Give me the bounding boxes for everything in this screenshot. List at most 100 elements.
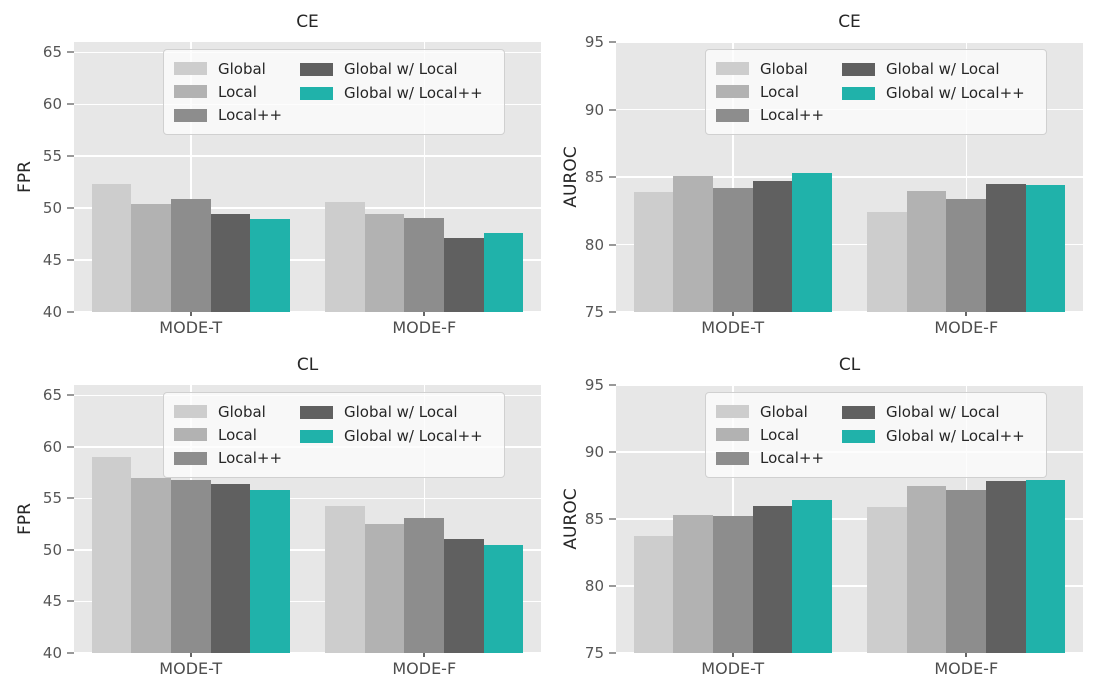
legend-entry-global: Global [716,57,824,80]
legend-entry-localpp: Local++ [716,447,824,470]
legend-label: Global [218,59,266,78]
bar-global-w-localpp-mode-f [483,544,524,653]
gridline [616,176,1083,178]
bar-global-w-localpp-mode-t [792,172,832,312]
gridline [965,42,967,312]
y-tick-label: 55 [42,489,62,508]
y-tick-label: 80 [584,577,604,595]
y-tick-mark [609,585,616,587]
chart-ce-auroc: CE AUROC Global Local Local++ Global w/ Loc… [550,0,1100,350]
legend-label: Local [760,82,799,101]
chart-title: CL [838,355,861,375]
y-tick-mark [609,518,616,520]
legend-swatch [716,62,749,76]
legend-entry-global-w-localpp: Global w/ Local++ [842,424,1025,448]
y-tick-label: 90 [584,100,604,119]
y-tick-mark [609,652,616,654]
x-tick-mark [965,312,968,316]
bar-local-mode-f [364,524,405,653]
x-tick-mark [731,312,734,316]
legend-entry-global: Global [174,400,282,423]
gridline [616,652,1083,653]
x-category-label-mode-f: MODE-F [934,659,999,678]
legend-column: Global Local Local++ [716,57,824,127]
gridline [616,385,1083,386]
legend-swatch [174,108,207,122]
legend-swatch [300,62,334,76]
bar-global-w-local-mode-f [444,238,484,312]
bar-global-w-local-mode-t [210,214,251,312]
y-tick-mark [67,600,74,603]
legend-column: Global w/ Local Global w/ Local++ [300,400,483,470]
legend-label: Global w/ Local++ [344,427,483,445]
chart-title: CL [296,355,319,375]
x-category-label-mode-f: MODE-F [392,659,457,678]
legend-swatch [300,405,334,419]
y-tick-label: 65 [42,43,62,62]
x-category-label-mode-f: MODE-F [392,318,457,337]
y-tick-label: 40 [42,303,62,321]
legend-swatch [716,428,749,442]
legend-swatch [174,451,207,465]
y-tick-mark [609,108,616,111]
legend-swatch [300,86,334,100]
x-category-label-mode-t: MODE-T [159,318,223,337]
bar-global-w-local-mode-f [444,538,484,653]
y-tick-mark [67,394,74,397]
bar-global-w-localpp-mode-f [1025,480,1066,653]
bar-localpp-mode-t [712,516,753,653]
chart-title: CE [296,12,319,32]
legend-swatch [174,85,207,99]
x-category-label-mode-f: MODE-F [934,318,999,337]
bar-global-w-localpp-mode-t [250,218,290,312]
legend-entry-local: Local [716,423,824,446]
legend-label: Global w/ Local++ [886,427,1025,445]
legend-column: Global Local Local++ [174,400,282,470]
gridline [74,155,541,157]
chart-title: CE [838,12,861,32]
y-tick-mark [67,103,74,106]
legend-entry-global: Global [174,57,282,80]
legend-label: Global w/ Local [344,403,458,421]
y-tick-mark [67,445,74,448]
legend-entry-global-w-local: Global w/ Local [300,400,483,424]
bar-global-w-localpp-mode-t [792,500,832,653]
legend-swatch [300,429,334,443]
legend-entry-localpp: Local++ [174,104,282,127]
gridline [74,207,541,209]
legend-label: Global w/ Local [344,60,458,78]
bar-global-mode-f [325,201,365,312]
bar-global-mode-f [867,212,907,312]
bar-localpp-mode-f [404,217,445,312]
bar-global-w-localpp-mode-f [483,233,524,312]
y-tick-label: 90 [584,443,604,461]
legend-swatch [174,428,207,442]
legend-column: Global Local Local++ [716,400,824,470]
bar-localpp-mode-f [404,517,445,653]
legend-label: Local++ [760,449,825,468]
gridline [616,311,1083,312]
bar-localpp-mode-t [170,198,211,312]
x-tick-mark [189,653,192,657]
y-tick-label: 75 [584,644,604,662]
chart-ce-fpr: CE FPR Global Local Local++ Global w/ Local… [0,0,550,350]
y-tick-mark [67,259,74,262]
bar-localpp-mode-f [946,489,987,653]
legend-label: Local [760,425,799,444]
legend-swatch [716,85,749,99]
gridline [74,311,541,312]
legend-entry-localpp: Local++ [716,104,824,127]
gridline [616,243,1083,246]
bar-localpp-mode-f [946,198,987,312]
y-tick-mark [67,548,74,551]
legend-swatch [174,62,207,76]
bar-global-w-localpp-mode-t [250,490,290,653]
y-tick-mark [609,311,616,313]
y-tick-mark [67,497,74,500]
bar-global-w-local-mode-t [210,483,251,653]
bar-global-w-local-mode-f [986,481,1026,653]
legend: Global Local Local++ Global w/ Local Global … [705,49,1047,135]
x-tick-mark [731,653,734,657]
y-tick-label: 50 [42,540,62,559]
gridline [74,497,541,500]
